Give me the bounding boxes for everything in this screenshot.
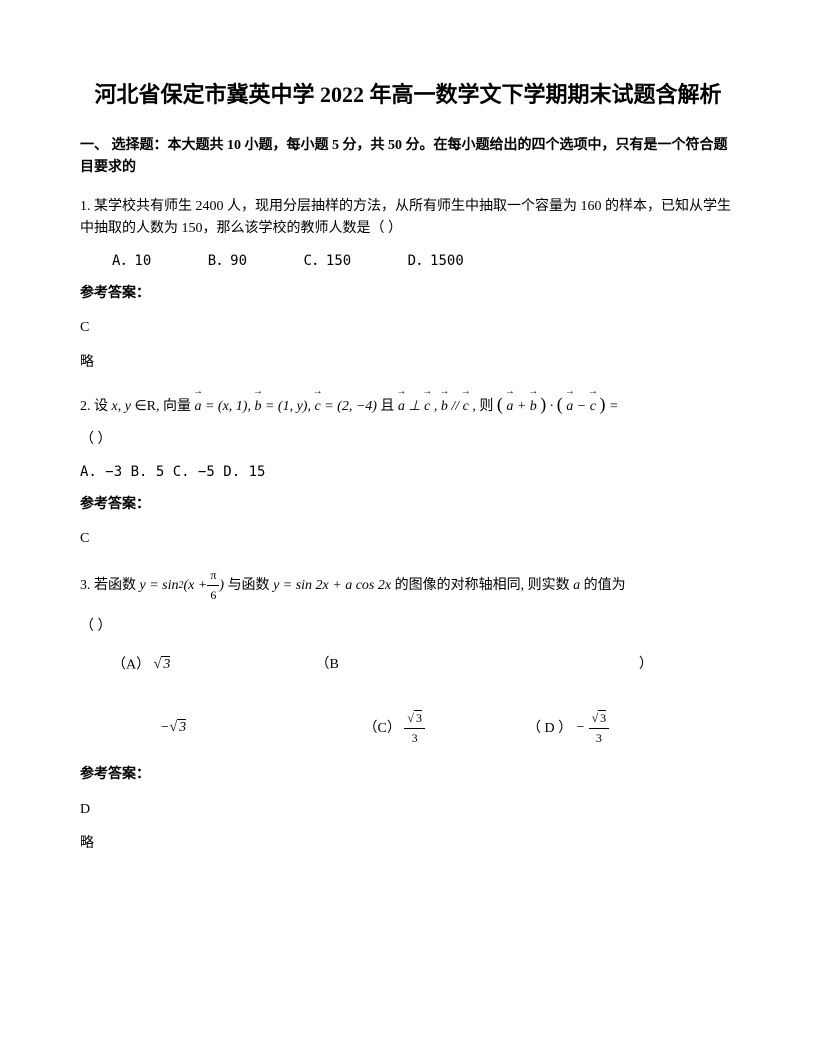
- q3-prefix: 3. 若函数: [80, 578, 136, 593]
- q3-options: （A） √3 （B ） − √3 （C） √3 3 （ D ） −: [80, 654, 736, 748]
- q2-cond1a: a: [398, 396, 405, 418]
- q2-blank: （ ）: [80, 429, 736, 451]
- q2-eqb: = (1, y),: [265, 396, 311, 418]
- q2-expr-c2: c: [590, 396, 596, 418]
- q2-eq: =: [609, 396, 618, 418]
- q3-avar: a: [573, 575, 580, 597]
- q3-blank: （ ）: [80, 616, 736, 638]
- question-1: 1. 某学校共有师生 2400 人，现用分层抽样的方法，从所有师生中抽取一个容量…: [80, 196, 736, 374]
- question-2: 2. 设 x, y ∈R, 向量 a = (x, 1), b = (1, y),…: [80, 390, 736, 550]
- q2-eqa: = (x, 1),: [205, 396, 251, 418]
- q3-suffix: 的图像的对称轴相同, 则实数: [395, 578, 574, 593]
- q3-f1frac: π6: [207, 566, 219, 605]
- q2-cond1c: c: [424, 396, 430, 418]
- q3-f1den: 6: [207, 586, 219, 605]
- q2-and: 且: [380, 399, 394, 414]
- q2-vec-b: b: [254, 396, 261, 418]
- q3-note: 略: [80, 833, 736, 855]
- q2-then: , 则: [472, 399, 493, 414]
- q1-opt-a: A．10: [112, 253, 151, 269]
- q3-mid: 与函数: [228, 578, 274, 593]
- q3-opt-a: （A） √3: [112, 654, 312, 677]
- q3-f1a: y = sin: [140, 575, 179, 597]
- q3-f2: y = sin 2x + a cos 2x: [273, 575, 391, 597]
- q2-plus: +: [517, 396, 526, 418]
- q3-optc-den: 3: [404, 729, 425, 748]
- q2-comma: ,: [434, 396, 438, 418]
- q3-f1c: ): [219, 575, 224, 597]
- q3-answer-label: 参考答案：: [80, 764, 736, 786]
- q3-opt-b-label: （B ）: [316, 654, 653, 676]
- question-3: 3. 若函数 y = sin2(x + π6) 与函数 y = sin 2x +…: [80, 566, 736, 855]
- q2-text: 2. 设 x, y ∈R, 向量 a = (x, 1), b = (1, y),…: [80, 390, 736, 419]
- section-header: 一、 选择题：本大题共 10 小题，每小题 5 分，共 50 分。在每小题给出的…: [80, 135, 736, 180]
- q3-optc-num: √3: [404, 709, 425, 729]
- q3-options-row2: − √3 （C） √3 3 （ D ） − √3 3: [160, 709, 736, 748]
- q2-answer-label: 参考答案：: [80, 494, 736, 516]
- q2-prefix: 2. 设: [80, 399, 108, 414]
- q3-opt-d: （ D ） − √3 3: [527, 709, 609, 748]
- q3-optb-neg: −: [160, 717, 169, 739]
- q1-opt-d: D．1500: [408, 253, 464, 269]
- q3-optc-label: （C）: [364, 721, 401, 736]
- q1-opt-c: C．150: [303, 253, 351, 269]
- q3-optd-den: 3: [589, 729, 610, 748]
- q2-rparen2: ): [599, 394, 605, 414]
- q3-opt-b-val: − √3: [160, 717, 360, 740]
- q3-opt-c: （C） √3 3: [364, 709, 524, 748]
- q1-answer: C: [80, 317, 736, 339]
- q2-eqc: = (2, −4): [324, 396, 377, 418]
- q2-vec-a: a: [194, 396, 201, 418]
- q3-optb-label: （B: [316, 657, 339, 672]
- q2-cond2c: c: [463, 396, 469, 418]
- q3-optd-num: √3: [589, 709, 610, 729]
- q2-dot: ·: [550, 396, 554, 418]
- q3-optd-label: （ D ）: [527, 721, 572, 736]
- q3-optc-frac: √3 3: [404, 709, 425, 748]
- q3-optd-neg: −: [576, 717, 585, 739]
- q2-vec-c: c: [314, 396, 320, 418]
- q3-opta-label: （A）: [112, 657, 150, 672]
- q3-options-row1: （A） √3 （B ）: [112, 654, 736, 677]
- exam-title: 河北省保定市冀英中学 2022 年高一数学文下学期期末试题含解析: [80, 80, 736, 111]
- q2-expr-b1: b: [530, 396, 537, 418]
- q3-answer: D: [80, 799, 736, 821]
- q3-text: 3. 若函数 y = sin2(x + π6) 与函数 y = sin 2x +…: [80, 566, 736, 605]
- q2-in: ∈R, 向量: [134, 399, 191, 414]
- q2-expr-a1: a: [506, 396, 513, 418]
- q1-answer-label: 参考答案：: [80, 283, 736, 305]
- q2-lparen1: (: [497, 394, 503, 414]
- q1-note: 略: [80, 352, 736, 374]
- q2-expr-a2: a: [566, 396, 573, 418]
- q2-lparen2: (: [557, 394, 563, 414]
- q1-opt-b: B．90: [208, 253, 247, 269]
- q2-perp: ⊥: [408, 396, 420, 418]
- q3-f1num: π: [207, 566, 219, 586]
- q1-options: A．10 B．90 C．150 D．1500: [112, 250, 736, 272]
- q2-minus: −: [577, 396, 586, 418]
- q3-f1b: (x +: [184, 575, 208, 597]
- q3-suffix2: 的值为: [584, 578, 626, 593]
- q2-cond2b: b: [441, 396, 448, 418]
- q3-optb-close: ）: [639, 654, 653, 676]
- q2-rparen1: ): [540, 394, 546, 414]
- q1-text: 1. 某学校共有师生 2400 人，现用分层抽样的方法，从所有师生中抽取一个容量…: [80, 196, 736, 241]
- q3-optb-sqrt: √3: [169, 717, 186, 739]
- q3-opta-sqrt: √3: [154, 654, 171, 676]
- q2-options: A. −3 B. 5 C. −5 D. 15: [80, 461, 736, 483]
- q3-optd-frac: √3 3: [589, 709, 610, 748]
- q2-para: //: [451, 396, 459, 418]
- q2-xy: x, y: [112, 396, 131, 418]
- q2-answer: C: [80, 528, 736, 550]
